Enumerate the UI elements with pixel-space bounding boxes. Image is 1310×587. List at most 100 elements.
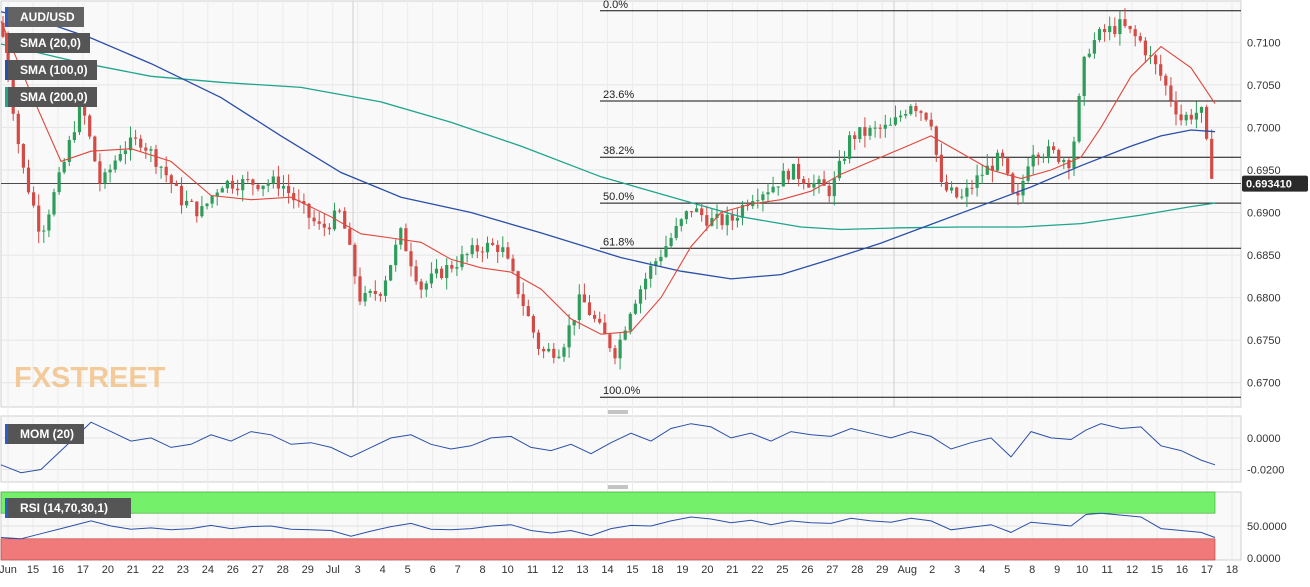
candle-body [858,127,862,139]
candle-body [62,161,66,173]
candle-body [1164,75,1168,86]
candle-body [562,347,566,357]
date-tick-label: 15 [1151,564,1163,576]
candle-body [526,306,530,317]
candle-body [567,325,571,348]
candle-body [776,186,780,188]
price-tick-label: 0.6900 [1247,208,1281,220]
date-tick-label: 17 [1201,564,1213,576]
candle-body [960,196,964,198]
candle-body [725,214,729,226]
candle-body [108,169,112,173]
date-tick-label: 10 [1076,564,1088,576]
mom-line [0,421,1216,474]
candle-body [1006,158,1010,174]
fib-label: 50.0% [603,191,634,203]
candle-body [929,119,933,127]
mom-label[interactable]: MOM (20) [5,424,84,444]
candle-body [975,175,979,188]
candle-body [919,111,923,113]
date-tick-label: 21 [726,564,738,576]
date-tick-label: 16 [52,564,64,576]
candle-body [1036,154,1040,158]
candle-body [730,214,734,221]
candle-body [1016,192,1020,196]
candle-body [1194,112,1198,120]
candle-body [970,187,974,189]
date-tick-label: 22 [751,564,763,576]
candle-body [715,213,719,218]
symbol-label[interactable]: AUD/USD [5,7,84,27]
candle-body [424,283,428,290]
candle-body [246,179,250,181]
sma100-label[interactable]: SMA (100,0) [5,60,97,80]
sma200-label[interactable]: SMA (200,0) [5,87,97,107]
candle-body [1031,154,1035,167]
candle-body [383,280,388,296]
candle-body [327,227,331,230]
date-tick-label: 11 [527,564,538,576]
candle-body [853,135,857,139]
candle-body [786,170,790,180]
candle-body [261,185,265,190]
candle-body [88,115,92,137]
candle-body [797,163,801,179]
date-tick-label: 28 [277,564,289,576]
candle-body [77,101,82,133]
candle-body [593,314,597,319]
candle-body [98,161,102,184]
rsi-label[interactable]: RSI (14,70,30,1) [5,498,131,518]
candle-body [684,211,688,220]
candle-body [1041,157,1045,159]
candle-body [868,127,872,136]
date-tick-label: 5 [1004,564,1010,576]
date-tick-label: Jul [326,564,340,576]
candle-body [863,127,867,136]
candle-body [990,165,994,171]
candle-body [292,193,296,201]
date-tick-label: 16 [1176,564,1188,576]
date-tick-label: 20 [701,564,713,576]
price-tick-label: 0.6800 [1247,293,1281,305]
candle-body [720,213,724,226]
candle-body [440,268,444,279]
panel-resize-handle[interactable] [608,485,628,489]
candle-body [827,185,831,197]
candle-body [134,137,138,139]
candle-body [552,348,556,358]
sma20-label[interactable]: SMA (20,0) [5,33,90,53]
candle-body [873,127,877,129]
date-tick-label: 22 [152,564,164,576]
candle-body [598,318,602,323]
date-axis: Jun 15 16 17 20 21 22 23 24 26 27 28 29 Jul 3 4 5 6 7 8 10 11… [0,564,1238,576]
date-tick-label: 7 [455,564,461,576]
rsi-overbought-zone [0,491,1216,514]
fib-label: 61.8% [603,236,634,248]
candle-body [985,165,989,175]
candle-body [939,154,943,183]
fib-label: 38.2% [603,145,634,157]
candle-body [6,36,10,76]
candle-body [190,200,194,202]
candle-body [654,261,658,266]
candle-body [679,219,683,227]
candle-body [205,203,209,207]
candle-body [281,185,286,189]
candle-body [185,200,189,206]
panel-resize-handle[interactable] [608,410,628,414]
candle-body [638,289,643,304]
candlesticks [1,8,1214,370]
date-tick-label: 10 [501,564,513,576]
candle-body [878,127,882,129]
candle-body [179,185,184,206]
candle-body [924,112,928,120]
date-tick-label: 8 [1029,564,1035,576]
candle-body [980,174,984,176]
sma20-line [0,20,1216,335]
date-tick-label: 9 [1054,564,1060,576]
candle-body [251,179,255,185]
candle-body [1021,180,1025,196]
candle-body [241,179,245,191]
